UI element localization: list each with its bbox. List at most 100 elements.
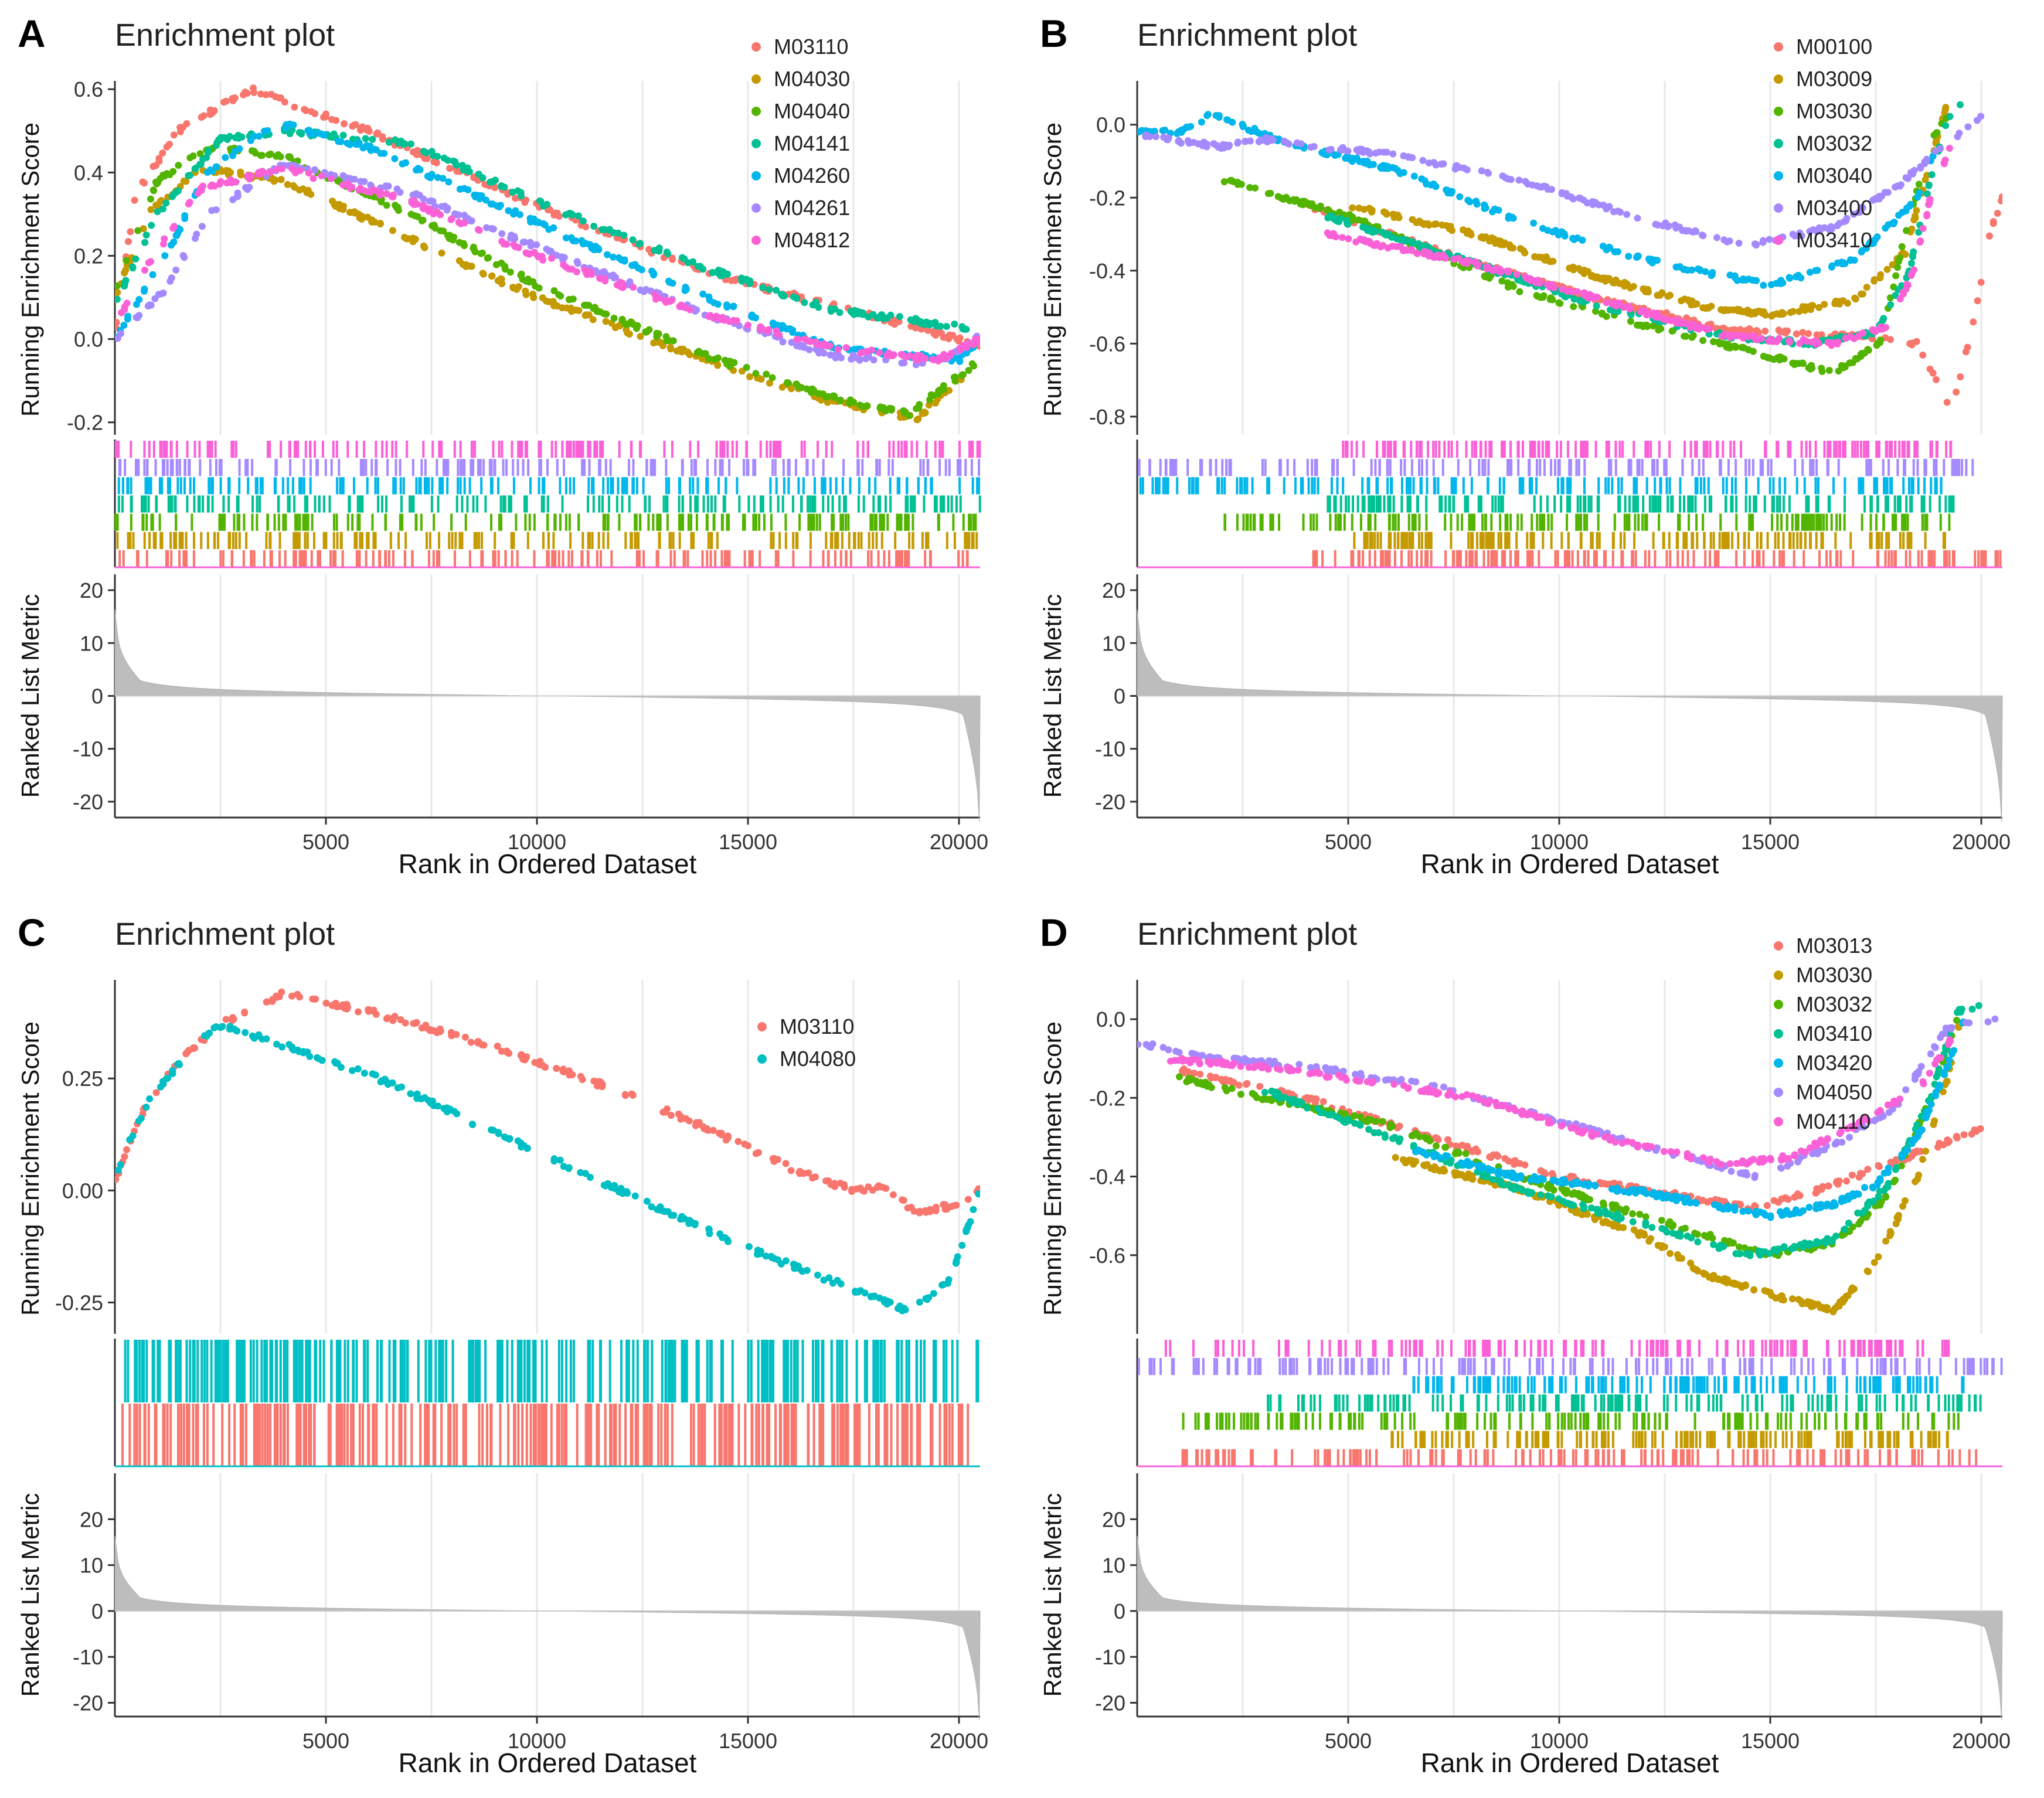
es-point [278,165,286,172]
es-point [951,373,959,381]
es-point [377,189,385,196]
es-point [484,254,491,262]
es-point [1634,214,1641,222]
es-point [182,178,190,185]
es-point [1877,336,1884,344]
es-point [196,150,204,158]
es-point [618,256,625,264]
es-point [461,185,468,192]
es-point [365,128,373,135]
es-point [1483,265,1491,273]
es-point [339,131,347,139]
es-point [836,309,844,316]
x-tick-label: 10000 [508,830,566,854]
es-point [1251,184,1259,192]
legend-label: M04040 [774,99,850,123]
es-point [1795,308,1803,315]
es-point [307,190,315,198]
es-point [154,208,161,216]
es-point [666,278,674,286]
es-y-tick-label: 0.2 [74,244,103,268]
es-point [1432,183,1440,190]
es-point [377,149,385,157]
es-point [1889,219,1896,227]
es-point [1908,260,1915,267]
es-point [1805,330,1812,338]
es-point [1957,101,1964,108]
es-point [856,356,863,364]
es-point [1419,156,1427,164]
es-point [1744,333,1752,340]
panel-a: A Enrichment plot -0.2 0.0 0.2 0.4 0.6 -20 -10 0 1… [0,0,1022,899]
es-point [1152,133,1159,141]
es-point [133,301,140,308]
es-point [445,178,453,186]
es-point [256,132,263,140]
es-point [634,322,641,329]
es-point [702,350,709,357]
es-point [229,196,237,203]
es-point [575,212,582,220]
es-point [1204,111,1212,118]
es-point [958,323,966,331]
es-point [1876,274,1884,282]
x-tick-label: 10000 [1530,830,1589,854]
es-point [1767,281,1775,288]
es-point [530,215,538,223]
es-point [1782,329,1790,337]
es-point [1620,304,1628,311]
es-point [902,408,909,416]
es-point [1896,254,1904,261]
es-point [1698,231,1706,239]
es-point [1531,253,1539,261]
es-point [1548,186,1555,193]
legend-label: M04141 [774,131,850,155]
es-point [1902,207,1910,214]
es-point [271,93,279,100]
es-point [1839,364,1847,372]
es-point [160,240,167,248]
es-point [532,282,539,290]
es-point [714,301,722,308]
es-point [1676,263,1684,270]
es-point [1710,338,1717,345]
es-point [1159,127,1166,134]
es-point [943,323,950,330]
es-point [583,268,591,276]
es-point [1344,220,1352,228]
es-point [1485,169,1492,177]
es-point [1464,227,1472,235]
es-y-axis-label: Running Enrichment Score [1039,122,1066,417]
es-point [1614,207,1622,215]
es-point [1185,139,1193,147]
es-point [162,199,170,207]
es-point [1906,202,1914,210]
es-point [614,229,622,237]
es-point [341,120,348,128]
es-point [369,135,376,143]
es-point [1766,236,1773,243]
es-point [1420,250,1428,258]
es-point [917,352,925,360]
es-point [574,260,581,267]
es-point [1616,280,1623,287]
es-point [1321,150,1328,158]
es-point [1671,221,1679,229]
es-point [1898,243,1906,250]
es-point [454,211,461,219]
legend-marker [751,107,761,116]
es-point [1910,266,1918,274]
es-point [550,224,557,231]
es-point [176,124,184,131]
es-point [1974,297,1981,305]
es-point [1858,248,1865,256]
legend-label: M04261 [774,196,850,220]
es-point [583,302,590,309]
es-point [738,274,745,282]
es-point [1746,326,1754,333]
es-point [391,155,399,162]
es-point [1977,278,1985,286]
es-point [141,267,148,274]
es-point [1390,210,1397,218]
es-point [1399,247,1407,254]
